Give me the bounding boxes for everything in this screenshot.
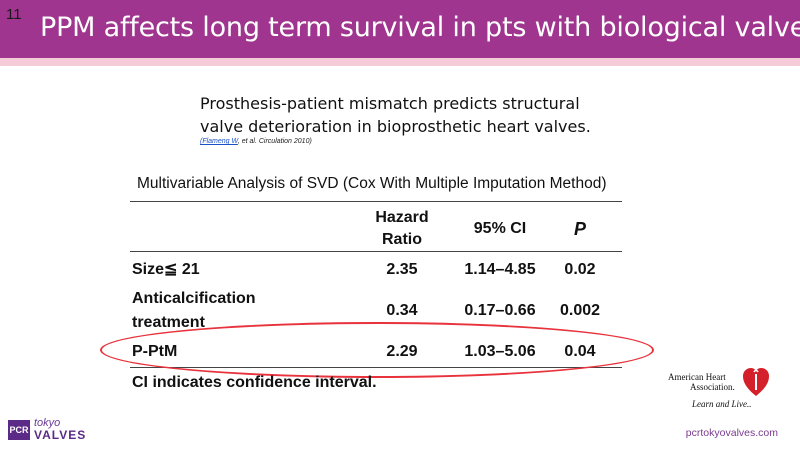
row-anticalc-label-line-2: treatment bbox=[132, 314, 205, 331]
slide-title: PPM affects long term survival in pts wi… bbox=[40, 12, 800, 43]
header-hazard-line-2: Ratio bbox=[382, 231, 422, 248]
pcr-valves-text: VALVES bbox=[34, 428, 87, 442]
footer-url[interactable]: pcrtokyovalves.com bbox=[685, 427, 778, 439]
aha-name-line-1: American Heart bbox=[668, 372, 726, 382]
citation-rest: , et al. Circulation 2010) bbox=[237, 138, 312, 145]
slide-number: 11 bbox=[6, 6, 22, 23]
highlight-ellipse bbox=[100, 322, 654, 378]
aha-logo: American Heart Association. Learn and Li… bbox=[668, 364, 780, 414]
pcr-tokyo-text: tokyo bbox=[34, 417, 61, 429]
header-ci: 95% CI bbox=[473, 220, 527, 237]
pcr-tokyo-valves-logo: PCR tokyo VALVES bbox=[8, 417, 118, 442]
row-size-p: 0.02 bbox=[564, 261, 596, 278]
table-top-rule bbox=[130, 201, 622, 202]
row-size-hazard: 2.35 bbox=[386, 261, 418, 278]
table-caption: Multivariable Analysis of SVD (Cox With … bbox=[137, 175, 607, 192]
row-anticalc-label: Anticalcification treatment bbox=[132, 288, 256, 334]
citation: (Flameng W, et al. Circulation 2010) bbox=[200, 138, 312, 145]
row-anticalc-label-line-1: Anticalcification bbox=[132, 290, 256, 307]
title-stripe bbox=[0, 58, 800, 66]
row-anticalc-ci: 0.17–0.66 bbox=[464, 302, 536, 319]
table-footnote: CI indicates confidence interval. bbox=[132, 374, 377, 391]
header-p: P bbox=[573, 219, 586, 239]
row-size-label: Size≦ 21 bbox=[132, 261, 200, 278]
header-hazard-ratio: Hazard Ratio bbox=[362, 207, 442, 251]
subtitle-line-1: Prosthesis-patient mismatch predicts str… bbox=[200, 94, 580, 113]
aha-name: American Heart Association. bbox=[668, 372, 735, 392]
row-anticalc-hazard: 0.34 bbox=[386, 302, 418, 319]
row-anticalc-p: 0.002 bbox=[559, 302, 601, 319]
subtitle-line-2: valve deterioration in bioprosthetic hea… bbox=[200, 117, 591, 136]
subtitle: Prosthesis-patient mismatch predicts str… bbox=[200, 92, 620, 138]
pcr-box: PCR bbox=[8, 420, 30, 440]
table-header-rule bbox=[130, 251, 622, 252]
title-bar bbox=[0, 0, 800, 58]
aha-tagline: Learn and Live.. bbox=[692, 399, 752, 409]
row-size-ci: 1.14–4.85 bbox=[464, 261, 536, 278]
heart-torch-icon bbox=[743, 368, 769, 396]
citation-link[interactable]: (Flameng W bbox=[200, 138, 238, 145]
header-hazard-line-1: Hazard bbox=[375, 209, 429, 226]
aha-name-line-2: Association. bbox=[690, 382, 735, 392]
